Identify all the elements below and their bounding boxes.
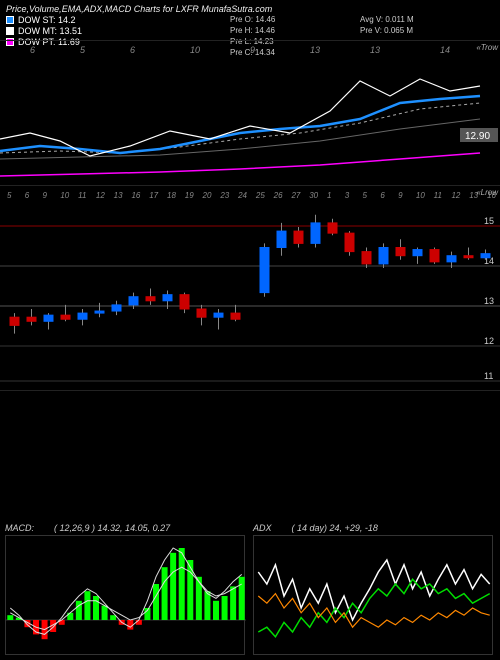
ema-right-label: «Trow [476, 43, 498, 52]
candle-right-label: «Lrow [476, 188, 498, 197]
candle-svg: 5691011121316171819202324252627301356910… [0, 186, 500, 391]
svg-text:13: 13 [114, 191, 123, 200]
svg-text:9: 9 [43, 191, 48, 200]
svg-text:6: 6 [25, 191, 30, 200]
svg-text:30: 30 [309, 191, 318, 200]
adx-panel: ADX ( 14 day) 24, +29, -18 [253, 521, 493, 655]
svg-text:12.90: 12.90 [465, 131, 490, 142]
svg-text:10: 10 [416, 191, 425, 200]
svg-text:15: 15 [484, 216, 494, 226]
ema-chart-panel: «Trow 6 5 6 10 9 13 13 14 12.90 [0, 40, 500, 185]
candle-chart-panel: «Lrow 5691011121316171819202324252627301… [0, 185, 500, 390]
svg-text:20: 20 [202, 191, 212, 200]
svg-text:19: 19 [185, 191, 194, 200]
svg-text:12: 12 [484, 336, 494, 346]
svg-text:13: 13 [484, 296, 494, 306]
adx-subtitle: ( 14 day) 24, +29, -18 [292, 523, 378, 533]
svg-text:3: 3 [345, 191, 350, 200]
swatch-st [6, 16, 14, 24]
svg-text:9: 9 [398, 191, 403, 200]
adx-svg [254, 536, 494, 656]
ema-svg: 6 5 6 10 9 13 13 14 12.90 [0, 41, 500, 186]
svg-text:5: 5 [7, 191, 12, 200]
svg-text:11: 11 [434, 191, 442, 200]
svg-text:6: 6 [130, 45, 135, 55]
swatch-mt [6, 27, 14, 35]
stats-volume: Avg V: 0.011 M Pre V: 0.065 M [360, 14, 414, 36]
macd-title: MACD: [5, 523, 34, 533]
svg-text:13: 13 [370, 45, 380, 55]
svg-text:12: 12 [451, 191, 460, 200]
svg-text:1: 1 [327, 191, 331, 200]
macd-svg [6, 536, 246, 656]
macd-panel: MACD: ( 12,26,9 ) 14.32, 14.05, 0.27 [5, 521, 245, 655]
macd-subtitle: ( 12,26,9 ) 14.32, 14.05, 0.27 [54, 523, 170, 533]
adx-chart [253, 535, 493, 655]
svg-text:24: 24 [237, 191, 247, 200]
svg-text:27: 27 [290, 191, 300, 200]
svg-text:14: 14 [440, 45, 450, 55]
blank-panel [0, 390, 500, 495]
macd-title-row: MACD: ( 12,26,9 ) 14.32, 14.05, 0.27 [5, 521, 245, 535]
svg-text:12: 12 [96, 191, 105, 200]
svg-text:23: 23 [219, 191, 229, 200]
svg-text:6: 6 [380, 191, 385, 200]
adx-title: ADX [253, 523, 272, 533]
svg-text:17: 17 [149, 191, 158, 200]
svg-text:11: 11 [484, 371, 493, 381]
svg-text:5: 5 [363, 191, 368, 200]
page-title: Price,Volume,EMA,ADX,MACD Charts for LXF… [6, 4, 494, 14]
svg-text:10: 10 [190, 45, 200, 55]
svg-text:10: 10 [60, 191, 69, 200]
svg-text:5: 5 [80, 45, 86, 55]
stat-prev: Pre V: 0.065 M [360, 25, 414, 36]
stat-o: Pre O: 14.46 [230, 14, 275, 25]
svg-text:18: 18 [167, 191, 176, 200]
svg-text:13: 13 [310, 45, 320, 55]
svg-text:25: 25 [255, 191, 265, 200]
adx-title-row: ADX ( 14 day) 24, +29, -18 [253, 521, 493, 535]
svg-text:9: 9 [250, 45, 255, 55]
legend-mt: DOW MT: 13.51 [6, 25, 82, 36]
legend-st-label: DOW ST: 14.2 [18, 15, 76, 25]
bottom-row: MACD: ( 12,26,9 ) 14.32, 14.05, 0.27 ADX… [5, 521, 493, 655]
legend-mt-label: DOW MT: 13.51 [18, 26, 82, 36]
svg-text:6: 6 [30, 45, 35, 55]
svg-text:26: 26 [273, 191, 283, 200]
legend-st: DOW ST: 14.2 [6, 14, 82, 25]
svg-text:11: 11 [78, 191, 86, 200]
stat-h: Pre H: 14.46 [230, 25, 275, 36]
stat-avgv: Avg V: 0.011 M [360, 14, 414, 25]
chart-header: Price,Volume,EMA,ADX,MACD Charts for LXF… [0, 0, 500, 40]
macd-chart [5, 535, 245, 655]
svg-text:16: 16 [131, 191, 140, 200]
